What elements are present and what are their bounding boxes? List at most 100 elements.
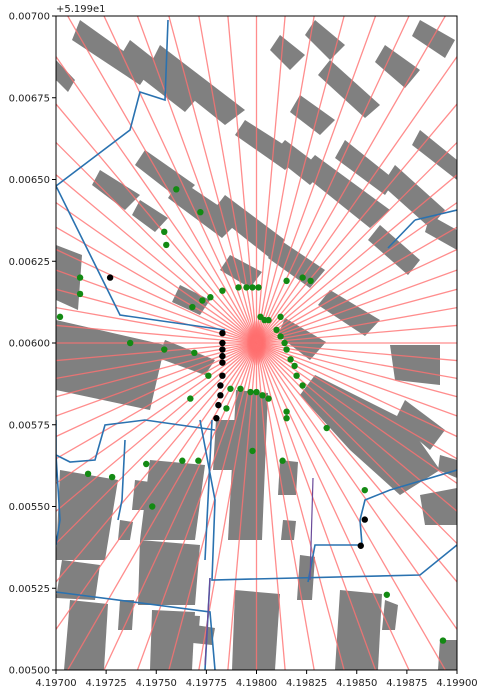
ray-line [56, 288, 257, 344]
ray-line [56, 342, 257, 485]
ray-line [256, 173, 457, 344]
ray-line [255, 16, 447, 344]
ray-line [256, 342, 457, 438]
green-point [189, 303, 196, 311]
green-point [173, 186, 180, 193]
ray-line [255, 342, 315, 670]
black-point [219, 329, 226, 337]
ray-line [256, 306, 457, 344]
green-point [273, 326, 280, 334]
ray-origin-glow [247, 323, 266, 363]
ray-line [56, 342, 257, 460]
green-point [299, 274, 306, 281]
ray-line [56, 342, 257, 398]
ray-line [56, 342, 257, 362]
ray-line [56, 141, 257, 344]
green-point [287, 356, 294, 363]
building [290, 95, 335, 135]
boundary-line [309, 477, 314, 581]
x-tick-label: 4.19800 [236, 678, 277, 689]
building [395, 400, 445, 450]
green-point [197, 209, 204, 216]
green-point [227, 385, 234, 392]
x-tick-label: 4.19825 [286, 678, 327, 689]
green-point [265, 316, 272, 324]
ray-origin-glow [248, 325, 265, 361]
green-point [223, 405, 230, 412]
black-point [217, 392, 224, 399]
building [172, 285, 210, 315]
ray-line [256, 342, 457, 583]
ray-line [103, 342, 258, 670]
green-point [84, 470, 92, 477]
ray-line [56, 324, 257, 344]
ray-line [255, 342, 457, 631]
road-line [204, 419, 213, 561]
green-point [205, 372, 212, 379]
road-line [56, 454, 61, 546]
road-line [117, 439, 126, 521]
y-axis: 0.00500 0.00525 0.00550 0.00575 0.00600 0.006… [9, 12, 56, 677]
y-tick-label: 0.00625 [9, 257, 50, 268]
road-line [56, 185, 226, 331]
ray-line [56, 342, 257, 583]
ray-line [198, 342, 258, 670]
building [138, 540, 200, 605]
x-tick-label: 4.19850 [336, 678, 377, 689]
ray-line [56, 226, 257, 344]
building [368, 225, 420, 275]
ray-origin-glow [247, 322, 266, 364]
x-tick-label: 4.19775 [186, 678, 227, 689]
ray-origin-glow [250, 329, 263, 357]
ray-line [256, 269, 457, 344]
green-point [283, 277, 290, 285]
points-layer [56, 186, 447, 644]
ray-line [56, 55, 258, 344]
building [438, 640, 457, 670]
green-point [255, 284, 262, 291]
black-point [357, 542, 364, 549]
green-point [161, 346, 168, 353]
building [335, 140, 395, 195]
green-point [281, 339, 288, 347]
road-line [414, 209, 457, 221]
green-point [179, 457, 186, 464]
green-point [293, 372, 300, 379]
road-line [359, 519, 363, 546]
ray-line [255, 342, 345, 670]
y-tick-label: 0.00600 [9, 339, 50, 350]
building [390, 345, 440, 385]
green-point [161, 228, 168, 236]
y-tick-label: 0.00650 [9, 175, 50, 186]
green-point [259, 392, 266, 399]
road-line [387, 219, 416, 249]
y-tick-label: 0.00550 [9, 502, 50, 513]
x-tick-label: 4.19725 [85, 678, 126, 689]
ray-line [255, 342, 410, 670]
green-point [383, 591, 391, 598]
ray-line [255, 342, 286, 670]
building [56, 560, 100, 600]
green-point [299, 382, 306, 389]
building [382, 165, 445, 228]
x-axis: 4.19700 4.19725 4.19750 4.19775 4.19800 4.198… [35, 670, 478, 689]
building [168, 180, 240, 238]
green-point [108, 473, 116, 481]
green-point [237, 385, 244, 392]
building [300, 375, 440, 495]
ray-line [256, 288, 457, 344]
green-point [323, 424, 330, 432]
y-tick-label: 0.00525 [9, 584, 50, 595]
ray-origin-glow [248, 326, 265, 360]
ray-line [255, 16, 315, 344]
green-point [279, 457, 286, 464]
ray-line [56, 173, 257, 344]
green-point [191, 349, 198, 357]
ray-line [256, 342, 457, 398]
building [178, 615, 200, 640]
green-point [283, 415, 290, 422]
green-point [283, 408, 290, 415]
green-point [291, 362, 298, 370]
green-point [76, 274, 84, 281]
